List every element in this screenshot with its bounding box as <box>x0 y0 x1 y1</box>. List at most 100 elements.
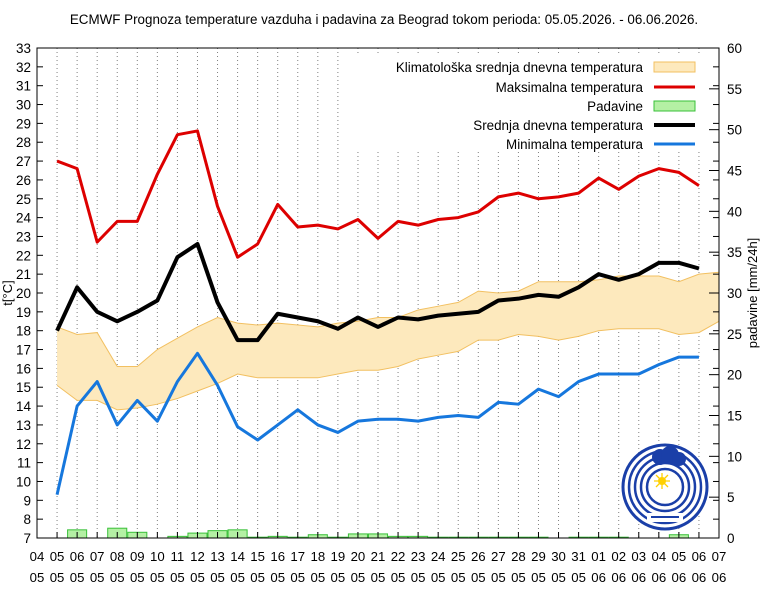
x-tick-day-label: 09 <box>130 549 145 564</box>
x-tick-day-label: 02 <box>611 549 626 564</box>
y-left-tick-label: 14 <box>16 399 32 414</box>
x-tick-month-label: 05 <box>110 570 125 585</box>
y-left-tick-label: 18 <box>16 324 31 339</box>
series-line-3 <box>55 242 700 343</box>
y-left-tick-label: 13 <box>16 418 31 433</box>
y-left-tick-label: 9 <box>23 493 31 508</box>
x-tick-day-label: 13 <box>210 549 225 564</box>
x-tick-month-label: 05 <box>371 570 386 585</box>
y-right-tick-label: 15 <box>727 409 742 424</box>
x-tick-month-label: 05 <box>351 570 366 585</box>
x-tick-month-label: 05 <box>451 570 466 585</box>
x-tick-day-label: 05 <box>672 549 687 564</box>
y-left-tick-label: 27 <box>16 154 31 169</box>
x-tick-day-label: 21 <box>371 549 386 564</box>
x-tick-month-label: 05 <box>90 570 105 585</box>
x-tick-month-label: 06 <box>631 570 646 585</box>
y-right-tick-label: 10 <box>727 449 742 464</box>
series-line-4 <box>55 351 699 495</box>
x-axis: 04 05 05 05 06 05 07 05 08 05 09 05 10 05 11 05 12 05 13 05… <box>30 532 727 585</box>
y-axis-left: 7 8 9 10 11 12 13 14 15 16 17 18 19 20 21 22 23 24 25 26 27 2… <box>16 41 719 546</box>
y-axis-right-label: padavine [mm/24h] <box>745 238 760 349</box>
y-left-tick-label: 32 <box>16 60 31 75</box>
y-left-tick-label: 29 <box>16 116 31 131</box>
x-tick-day-label: 27 <box>491 549 506 564</box>
series-line-1 <box>56 129 700 259</box>
y-right-tick-label: 35 <box>727 245 742 260</box>
x-tick-day-label: 05 <box>50 549 65 564</box>
x-tick-day-label: 28 <box>511 549 526 564</box>
y-left-tick-label: 26 <box>16 173 31 188</box>
x-tick-month-label: 05 <box>190 570 205 585</box>
y-left-tick-label: 15 <box>16 380 31 395</box>
x-tick-day-label: 17 <box>290 549 305 564</box>
y-left-tick-label: 31 <box>16 79 31 94</box>
x-tick-day-label: 11 <box>171 549 185 564</box>
x-tick-month-label: 05 <box>511 570 526 585</box>
y-axis-right: 0 5 10 15 20 25 30 35 40 45 50 55 60 <box>709 41 742 546</box>
y-left-tick-label: 11 <box>17 456 31 471</box>
x-tick-day-label: 20 <box>351 549 366 564</box>
x-tick-month-label: 05 <box>150 570 165 585</box>
x-tick-month-label: 05 <box>170 570 185 585</box>
y-left-tick-label: 21 <box>16 267 31 282</box>
x-tick-day-label: 18 <box>310 549 325 564</box>
x-tick-month-label: 05 <box>331 570 346 585</box>
y-left-tick-label: 7 <box>23 531 31 546</box>
x-tick-month-label: 05 <box>130 570 145 585</box>
climate-band <box>56 271 720 411</box>
y-left-tick-label: 19 <box>16 305 31 320</box>
y-left-tick-label: 8 <box>23 512 31 527</box>
x-tick-day-label: 08 <box>110 549 125 564</box>
x-tick-month-label: 06 <box>591 570 606 585</box>
temperature-lines <box>55 129 700 495</box>
y-right-tick-label: 50 <box>727 123 742 138</box>
x-tick-month-label: 05 <box>391 570 406 585</box>
x-tick-month-label: 05 <box>571 570 586 585</box>
x-tick-month-label: 05 <box>491 570 506 585</box>
x-tick-day-label: 10 <box>150 549 165 564</box>
legend-label: Klimatološka srednja dnevna temperatura <box>396 60 644 75</box>
y-axis-left-label: t[°C] <box>0 280 15 305</box>
y-left-tick-label: 16 <box>16 361 31 376</box>
x-tick-month-label: 05 <box>471 570 486 585</box>
y-left-tick-label: 25 <box>16 192 31 207</box>
legend-label: Maksimalna temperatura <box>496 80 644 95</box>
y-right-tick-label: 60 <box>727 41 742 56</box>
y-right-tick-label: 45 <box>727 164 742 179</box>
x-tick-month-label: 05 <box>431 570 446 585</box>
x-tick-day-label: 06 <box>70 549 85 564</box>
y-left-tick-label: 24 <box>16 211 32 226</box>
x-tick-month-label: 06 <box>692 570 707 585</box>
x-tick-month-label: 05 <box>230 570 245 585</box>
y-left-tick-label: 28 <box>16 135 31 150</box>
x-tick-day-label: 06 <box>692 549 707 564</box>
y-left-tick-label: 22 <box>16 248 31 263</box>
x-tick-month-label: 06 <box>611 570 626 585</box>
x-tick-month-label: 06 <box>712 570 727 585</box>
y-right-tick-label: 25 <box>727 327 742 342</box>
legend: Klimatološka srednja dnevna temperatura M… <box>355 54 705 152</box>
x-tick-day-label: 26 <box>471 549 486 564</box>
x-tick-month-label: 05 <box>270 570 285 585</box>
x-tick-day-label: 01 <box>591 549 606 564</box>
chart-title: ECMWF Prognoza temperature vazduha i pad… <box>70 12 698 27</box>
x-tick-month-label: 05 <box>70 570 85 585</box>
x-tick-day-label: 30 <box>551 549 566 564</box>
x-tick-month-label: 05 <box>250 570 265 585</box>
y-left-tick-label: 30 <box>16 98 31 113</box>
x-tick-day-label: 24 <box>431 549 446 564</box>
x-tick-day-label: 04 <box>30 549 45 564</box>
x-tick-day-label: 04 <box>651 549 666 564</box>
x-tick-day-label: 22 <box>391 549 406 564</box>
y-left-tick-label: 10 <box>16 474 31 489</box>
x-tick-day-label: 31 <box>571 549 586 564</box>
x-tick-day-label: 12 <box>190 549 205 564</box>
y-right-tick-label: 40 <box>727 204 742 219</box>
x-tick-month-label: 05 <box>551 570 566 585</box>
legend-label: Minimalna temperatura <box>506 137 643 152</box>
y-right-tick-label: 5 <box>727 490 735 505</box>
x-tick-month-label: 05 <box>290 570 305 585</box>
x-tick-month-label: 05 <box>50 570 65 585</box>
y-right-tick-label: 0 <box>727 531 735 546</box>
